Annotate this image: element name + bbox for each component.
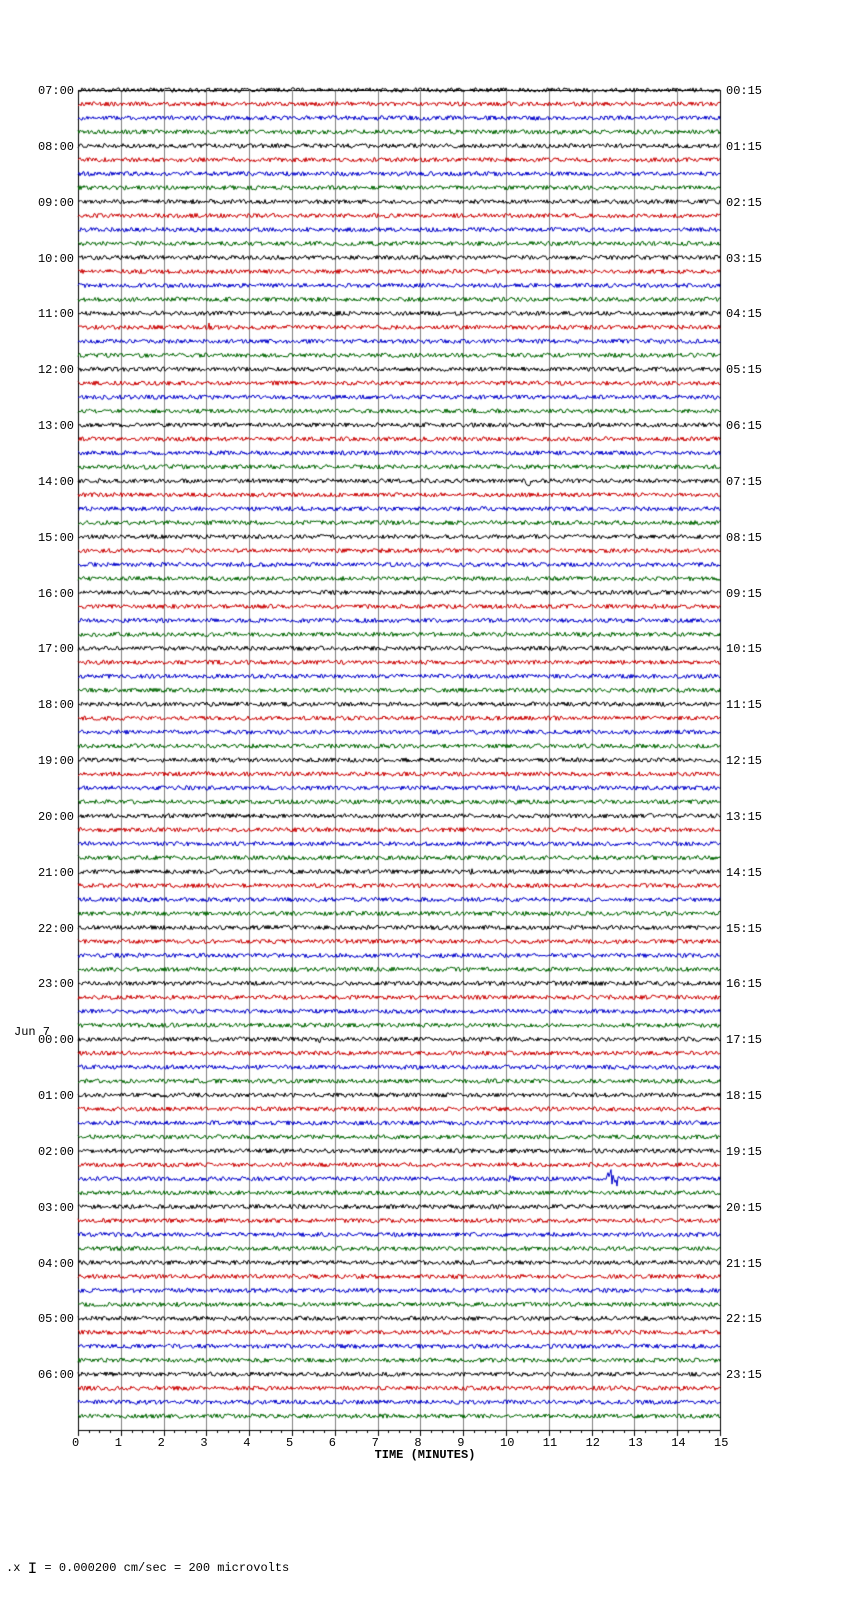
utc-hour-label: 07:00 (38, 84, 74, 98)
footer-bar-icon: I (28, 1560, 38, 1578)
pdt-hour-label: 19:15 (726, 1145, 762, 1159)
pdt-hour-label: 03:15 (726, 252, 762, 266)
utc-hour-label: 04:00 (38, 1257, 74, 1271)
utc-hour-label: 22:00 (38, 922, 74, 936)
pdt-hour-label: 15:15 (726, 922, 762, 936)
pdt-hour-label: 01:15 (726, 140, 762, 154)
pdt-hour-label: 16:15 (726, 977, 762, 991)
utc-hour-label: 10:00 (38, 252, 74, 266)
utc-hour-label: 09:00 (38, 196, 74, 210)
pdt-hour-label: 21:15 (726, 1257, 762, 1271)
pdt-hour-label: 17:15 (726, 1033, 762, 1047)
pdt-hour-label: 04:15 (726, 307, 762, 321)
seismogram-container: CBR EHZ NC (Bollinger Canyon ) I = 0.000… (0, 0, 850, 1613)
utc-hour-label: 02:00 (38, 1145, 74, 1159)
pdt-hour-label: 23:15 (726, 1368, 762, 1382)
pdt-hour-label: 02:15 (726, 196, 762, 210)
x-tick-label: 3 (200, 1436, 207, 1450)
pdt-hour-label: 12:15 (726, 754, 762, 768)
utc-hour-label: 03:00 (38, 1201, 74, 1215)
footer-marker: .x (6, 1561, 20, 1575)
pdt-hour-label: 22:15 (726, 1312, 762, 1326)
x-tick-label: 1 (115, 1436, 122, 1450)
utc-hour-label: 19:00 (38, 754, 74, 768)
x-tick-label: 11 (543, 1436, 557, 1450)
x-tick-label: 15 (714, 1436, 728, 1450)
x-tick-label: 0 (72, 1436, 79, 1450)
x-tick-label: 13 (628, 1436, 642, 1450)
x-tick-label: 14 (671, 1436, 685, 1450)
pdt-hour-label: 00:15 (726, 84, 762, 98)
utc-hour-label: 17:00 (38, 642, 74, 656)
pdt-hour-label: 08:15 (726, 531, 762, 545)
utc-hour-label: 08:00 (38, 140, 74, 154)
utc-hour-label: 21:00 (38, 866, 74, 880)
pdt-hour-label: 07:15 (726, 475, 762, 489)
pdt-hour-label: 20:15 (726, 1201, 762, 1215)
footer-line: .x I = 0.000200 cm/sec = 200 microvolts (6, 1560, 289, 1578)
utc-hour-label: 16:00 (38, 587, 74, 601)
pdt-hour-label: 06:15 (726, 419, 762, 433)
utc-hour-label: 06:00 (38, 1368, 74, 1382)
utc-hour-label: 18:00 (38, 698, 74, 712)
pdt-hour-label: 18:15 (726, 1089, 762, 1103)
utc-hour-label: 23:00 (38, 977, 74, 991)
pdt-hour-label: 05:15 (726, 363, 762, 377)
x-tick-label: 8 (414, 1436, 421, 1450)
x-tick-label: 2 (158, 1436, 165, 1450)
pdt-hour-label: 11:15 (726, 698, 762, 712)
utc-hour-label: 01:00 (38, 1089, 74, 1103)
x-axis-label: TIME (MINUTES) (0, 1448, 850, 1462)
x-tick-label: 5 (286, 1436, 293, 1450)
utc-hour-label: 15:00 (38, 531, 74, 545)
utc-hour-label: 14:00 (38, 475, 74, 489)
x-tick-label: 6 (329, 1436, 336, 1450)
x-tick-label: 9 (457, 1436, 464, 1450)
pdt-hour-label: 10:15 (726, 642, 762, 656)
utc-hour-label: 11:00 (38, 307, 74, 321)
x-tick-label: 10 (500, 1436, 514, 1450)
utc-hour-label: 12:00 (38, 363, 74, 377)
pdt-hour-label: 13:15 (726, 810, 762, 824)
x-tick-label: 12 (586, 1436, 600, 1450)
footer-text: = 0.000200 cm/sec = 200 microvolts (44, 1561, 289, 1575)
utc-hour-label: 13:00 (38, 419, 74, 433)
utc-hour-label: 20:00 (38, 810, 74, 824)
x-tick-label: 7 (372, 1436, 379, 1450)
pdt-hour-label: 14:15 (726, 866, 762, 880)
seismogram-plot (0, 0, 850, 1613)
pdt-hour-label: 09:15 (726, 587, 762, 601)
utc-hour-label: 05:00 (38, 1312, 74, 1326)
x-tick-label: 4 (243, 1436, 250, 1450)
utc-hour-label: 00:00 (38, 1033, 74, 1047)
